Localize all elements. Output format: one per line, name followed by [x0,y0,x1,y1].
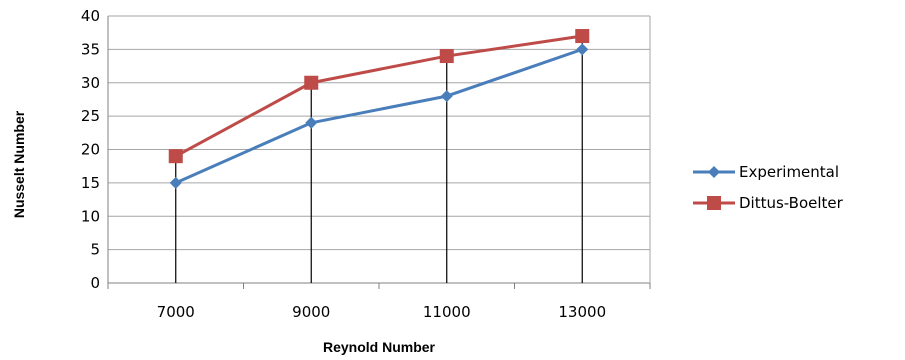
series-line [175,34,583,158]
x-tick-labels: 7000 9000 11000 13000 [157,303,606,321]
axes [107,15,651,289]
data-point [304,75,319,90]
x-tick-label: 11000 [423,303,471,321]
series-experimental [169,43,589,189]
data-point [168,149,183,164]
y-tick-label: 15 [81,174,100,192]
y-tick-label: 35 [81,40,100,58]
y-tick-label: 20 [81,141,100,159]
x-tick-label: 13000 [558,303,606,321]
legend-label: Dittus-Boelter [739,194,844,212]
drop-lines [175,36,583,283]
y-tick-label: 40 [81,7,100,25]
legend-label: Experimental [739,163,839,181]
x-tick-label: 7000 [157,303,195,321]
y-tick-label: 5 [90,241,100,259]
y-tick-label: 25 [81,107,100,125]
series-line [175,47,583,185]
legend-item: Experimental [693,163,839,181]
y-tick-label: 30 [81,74,100,92]
y-tick-label: 10 [81,207,100,225]
series-dittus-boelter [168,29,590,164]
series-layer [168,29,590,189]
data-point [576,43,589,56]
legend: Experimental Dittus-Boelter [693,163,844,212]
legend-marker [707,196,721,210]
x-tick-label: 9000 [292,303,330,321]
legend-item: Dittus-Boelter [693,194,844,212]
gridlines [108,15,650,251]
data-point [305,116,318,129]
data-point [169,176,182,189]
y-tick-label: 0 [90,274,100,292]
data-point [440,90,453,103]
data-point [575,29,590,44]
legend-marker [708,166,720,178]
data-point [439,49,454,64]
x-axis-title: Reynold Number [323,339,436,355]
y-tick-labels: 0 5 10 15 20 25 30 35 40 [81,7,100,292]
y-axis-title: Nusselt Number [11,110,27,218]
